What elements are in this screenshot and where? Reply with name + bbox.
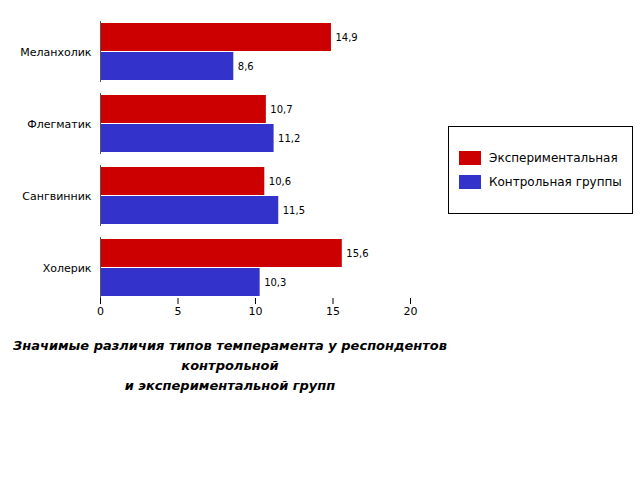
svg-text:10,7: 10,7 <box>270 104 292 115</box>
svg-text:10: 10 <box>249 305 263 318</box>
svg-text:15,6: 15,6 <box>346 248 368 259</box>
svg-text:Меланхолик: Меланхолик <box>20 46 92 59</box>
svg-text:11,5: 11,5 <box>283 205 305 216</box>
svg-text:10,3: 10,3 <box>264 277 286 288</box>
svg-text:Сангвинник: Сангвинник <box>22 190 92 203</box>
html-text:Экспериментальная: Экспериментальная <box>489 151 618 165</box>
svg-text:20: 20 <box>404 305 418 318</box>
svg-text:5: 5 <box>175 305 182 318</box>
svg-text:11,2: 11,2 <box>278 133 300 144</box>
html-text:контрольной: контрольной <box>181 358 279 373</box>
svg-text:15: 15 <box>326 305 340 318</box>
svg-text:10,6: 10,6 <box>269 176 291 187</box>
svg-text:14,9: 14,9 <box>335 32 357 43</box>
svg-text:8,6: 8,6 <box>238 61 254 72</box>
html-text:Контрольная группы: Контрольная группы <box>489 175 622 189</box>
svg-text:0: 0 <box>97 305 104 318</box>
html-text:Значимые различия типов темпер: Значимые различия типов темперамента у р… <box>13 338 447 353</box>
svg-text:Флегматик: Флегматик <box>27 118 92 131</box>
svg-text:Холерик: Холерик <box>43 262 92 275</box>
html-text:и экспериментальной групп: и экспериментальной групп <box>124 378 336 393</box>
